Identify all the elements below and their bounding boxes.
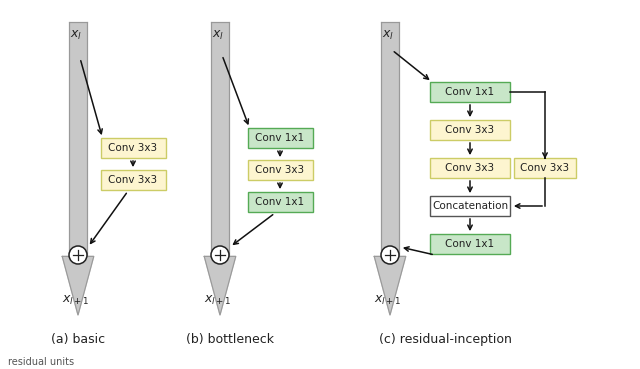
Polygon shape [374,256,406,315]
Bar [430,120,510,140]
Bar [248,128,312,148]
Text: Conv 3x3: Conv 3x3 [445,163,495,173]
Circle shape [69,246,87,264]
Bar [430,158,510,178]
Bar [430,234,510,254]
Text: $\mathit{x}_{l+1}$: $\mathit{x}_{l+1}$ [62,293,90,307]
Bar [430,196,510,216]
Bar [514,158,576,178]
Bar [430,82,510,102]
Text: Conv 1x1: Conv 1x1 [445,87,495,97]
Polygon shape [204,256,236,315]
Text: $\mathit{x}_{l+1}$: $\mathit{x}_{l+1}$ [374,293,402,307]
Text: residual units: residual units [8,357,74,367]
Text: Conv 1x1: Conv 1x1 [255,133,305,143]
Bar [69,22,87,256]
Circle shape [211,246,229,264]
Circle shape [381,246,399,264]
Bar [248,160,312,180]
Text: Conv 3x3: Conv 3x3 [520,163,570,173]
Bar [211,22,229,256]
Text: (a) basic: (a) basic [51,334,105,346]
Text: $\mathit{x}_l$: $\mathit{x}_l$ [382,28,394,42]
Text: (c) residual-inception: (c) residual-inception [379,334,511,346]
Text: Conv 3x3: Conv 3x3 [108,143,157,153]
Text: (b) bottleneck: (b) bottleneck [186,334,274,346]
Text: Conv 3x3: Conv 3x3 [445,125,495,135]
Text: $\mathit{x}_l$: $\mathit{x}_l$ [70,28,82,42]
Bar [248,192,312,212]
Text: Conv 1x1: Conv 1x1 [445,239,495,249]
Text: Conv 3x3: Conv 3x3 [108,175,157,185]
Bar [381,22,399,256]
Text: Conv 3x3: Conv 3x3 [255,165,305,175]
Text: Concatenation: Concatenation [432,201,508,211]
Text: Conv 1x1: Conv 1x1 [255,197,305,207]
Bar [100,170,166,190]
Polygon shape [62,256,93,315]
Bar [100,138,166,158]
Text: $\mathit{x}_l$: $\mathit{x}_l$ [212,28,224,42]
Text: $\mathit{x}_{l+1}$: $\mathit{x}_{l+1}$ [204,293,232,307]
